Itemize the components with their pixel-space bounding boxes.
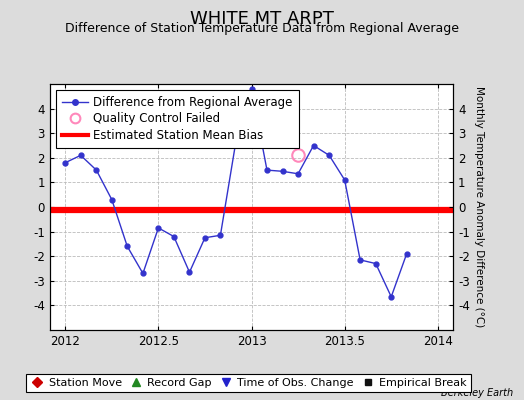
Legend: Station Move, Record Gap, Time of Obs. Change, Empirical Break: Station Move, Record Gap, Time of Obs. C… [26,374,472,392]
Text: Berkeley Earth: Berkeley Earth [441,388,514,398]
Text: Difference of Station Temperature Data from Regional Average: Difference of Station Temperature Data f… [65,22,459,35]
Y-axis label: Monthly Temperature Anomaly Difference (°C): Monthly Temperature Anomaly Difference (… [474,86,484,328]
Legend: Difference from Regional Average, Quality Control Failed, Estimated Station Mean: Difference from Regional Average, Qualit… [56,90,299,148]
Text: WHITE MT ARPT: WHITE MT ARPT [190,10,334,28]
